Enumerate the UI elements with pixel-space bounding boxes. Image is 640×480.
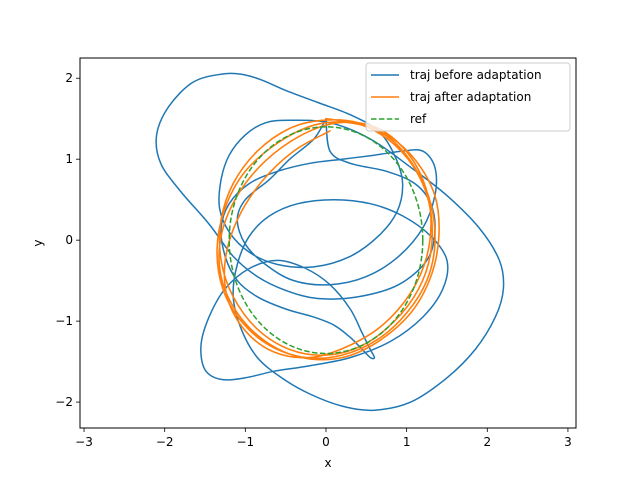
legend-label: ref xyxy=(410,112,427,126)
legend: traj before adaptation traj after adaptat… xyxy=(365,62,571,132)
x-tick-label: 1 xyxy=(403,435,411,449)
x-tick-label: 2 xyxy=(483,435,491,449)
x-tick-label: −3 xyxy=(75,435,93,449)
y-tick-label: 0 xyxy=(65,233,73,247)
x-tick-label: 0 xyxy=(322,435,330,449)
y-axis-label: y xyxy=(31,239,45,246)
x-axis-label: x xyxy=(324,456,331,470)
x-tick-label: −1 xyxy=(236,435,254,449)
x-axis-ticks: −3 −2 −1 0 1 2 3 xyxy=(75,428,572,449)
series-line-traj-before-adaptation xyxy=(155,72,505,412)
y-tick-label: 1 xyxy=(65,152,73,166)
x-tick-label: 3 xyxy=(564,435,572,449)
legend-label: traj before adaptation xyxy=(410,68,542,82)
legend-label: traj after adaptation xyxy=(410,90,531,104)
plot-frame xyxy=(79,57,577,429)
y-tick-label: −2 xyxy=(55,395,73,409)
y-axis-ticks: −2 −1 0 1 2 xyxy=(55,71,80,409)
x-tick-label: −2 xyxy=(156,435,174,449)
series-line-ref xyxy=(228,126,424,355)
series-layer xyxy=(155,72,505,412)
series-line-traj-after-adaptation xyxy=(216,117,440,361)
y-tick-label: −1 xyxy=(55,314,73,328)
y-tick-label: 2 xyxy=(65,71,73,85)
legend-box xyxy=(365,62,571,132)
